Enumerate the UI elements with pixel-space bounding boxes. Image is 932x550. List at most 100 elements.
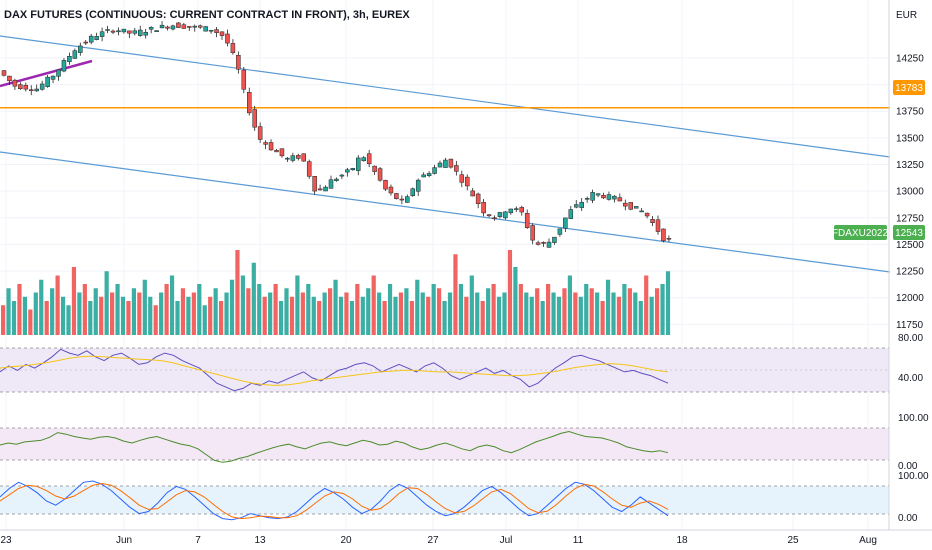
candle-body	[541, 242, 546, 244]
candle-body	[377, 168, 383, 181]
candle-body	[148, 27, 154, 30]
volume-bar	[415, 279, 420, 335]
volume-bar	[77, 292, 82, 335]
volume-bar	[55, 275, 60, 335]
candle-body	[372, 165, 377, 172]
candle-body	[601, 195, 606, 199]
symbol-label: FDAXU2022	[832, 228, 889, 239]
candle-body	[394, 193, 399, 200]
candle-body	[154, 30, 159, 33]
volume-bar	[322, 292, 327, 335]
volume-bar	[278, 301, 284, 335]
currency-label: EUR	[896, 10, 917, 21]
candle-body	[612, 195, 617, 200]
candle-body	[274, 150, 279, 153]
candle-body	[138, 29, 143, 36]
volume-bar	[180, 288, 186, 335]
volume-bar	[11, 301, 17, 335]
candle-body	[236, 54, 241, 70]
volume-bar	[540, 301, 545, 335]
volume-bar	[338, 296, 344, 335]
candle-body	[143, 32, 148, 36]
channel-lower-line[interactable]	[0, 151, 891, 273]
candle-body	[334, 178, 339, 181]
candle-body	[121, 28, 127, 33]
volume-bar	[605, 279, 611, 335]
price-tick-label: 14250	[896, 53, 924, 64]
volume-bar	[126, 301, 131, 335]
candle-body	[72, 50, 78, 59]
channel-upper-line[interactable]	[0, 35, 891, 158]
last-price-value: 12543	[895, 228, 923, 239]
candle-body	[508, 208, 514, 214]
volume-bar	[28, 309, 33, 335]
candle-body	[623, 202, 628, 207]
candle-body	[454, 165, 459, 172]
candle-body	[296, 155, 301, 159]
volume-bar	[289, 296, 295, 335]
volume-bar	[660, 284, 665, 335]
candle-body	[197, 25, 203, 28]
oscillator-band	[0, 428, 889, 460]
time-axis[interactable]: 23 Jun 7 13 20 27 Jul 11 18 25 Aug	[0, 535, 876, 546]
candle-body	[661, 228, 666, 242]
volume-bar	[169, 275, 175, 335]
candle-body	[644, 212, 650, 217]
candle-body	[584, 198, 590, 200]
price-tick-label: 12750	[896, 213, 924, 224]
volume-bar	[665, 271, 671, 335]
candle-body	[328, 179, 334, 189]
candle-body	[165, 26, 170, 29]
volume-bar	[104, 271, 109, 335]
candle-body	[230, 43, 236, 53]
price-tick-label: 11750	[896, 320, 924, 331]
volume-bar	[600, 301, 605, 335]
candle-body	[546, 241, 552, 248]
candle-body	[633, 206, 639, 209]
candle-body	[519, 207, 524, 213]
candle-body	[187, 26, 192, 28]
candle-body	[12, 79, 18, 87]
volume-bar	[442, 301, 447, 335]
oscillator-tick-label: 100.00	[898, 413, 929, 424]
candle-body	[568, 209, 574, 219]
volume-bar	[148, 296, 153, 335]
price-tick-label: 13500	[896, 133, 924, 144]
volume-bar	[546, 284, 551, 335]
volume-bar	[60, 296, 66, 335]
volume-bar	[529, 296, 534, 335]
candle-body	[285, 157, 290, 160]
volume-bar	[349, 301, 354, 335]
volume-bar	[175, 301, 180, 335]
volume-bar	[627, 288, 632, 335]
volume-bar	[469, 275, 474, 335]
volume-bar	[262, 296, 267, 335]
volume-bar	[486, 288, 491, 335]
time-tick-label: Aug	[859, 535, 877, 546]
candle-body	[503, 211, 508, 219]
volume-bar	[355, 284, 360, 335]
candle-body	[1, 70, 7, 76]
volume-bars	[1, 250, 671, 335]
volume-bar	[475, 292, 480, 335]
volume-bar	[110, 292, 115, 335]
candle-body	[170, 25, 176, 30]
candle-body	[219, 31, 225, 36]
candle-body	[650, 219, 655, 224]
candle-body	[181, 24, 187, 29]
volume-bar	[246, 288, 251, 335]
volume-bar	[638, 301, 643, 335]
volume-bar	[633, 292, 638, 335]
volume-bar	[649, 296, 654, 335]
volume-bar	[120, 296, 126, 335]
candle-body	[492, 217, 497, 220]
volume-bar	[33, 292, 38, 335]
volume-bar	[611, 292, 616, 335]
candle-body	[306, 161, 312, 177]
volume-bar	[268, 292, 273, 335]
candle-body	[426, 173, 432, 176]
candle-body	[61, 60, 67, 72]
candle-body	[366, 153, 372, 165]
volume-bar	[208, 296, 213, 335]
